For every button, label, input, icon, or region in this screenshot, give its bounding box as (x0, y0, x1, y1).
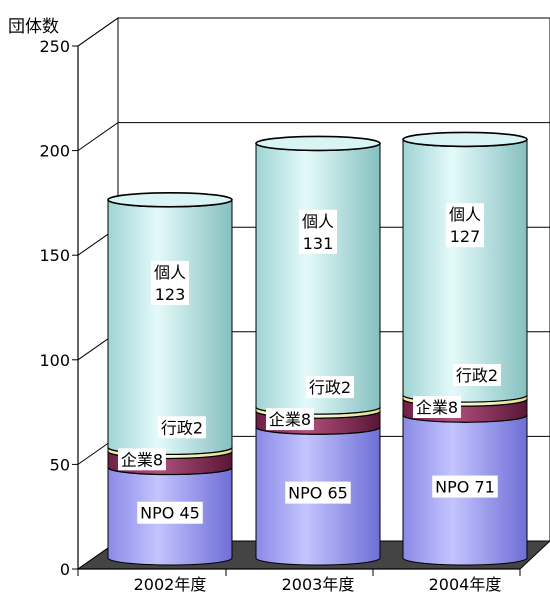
data-label: 企業8 (413, 396, 461, 419)
data-label: 企業8 (266, 408, 314, 431)
data-label-text: 企業8 (121, 450, 163, 469)
data-label-text: NPO 65 (288, 484, 348, 503)
data-label: 行政2 (453, 363, 501, 386)
y-tick-label: 0 (60, 560, 70, 579)
data-label-text: 個人 (449, 205, 481, 224)
bar-segment-個人 (402, 139, 528, 403)
bar-segment-個人 (255, 143, 381, 415)
data-label-background (158, 416, 206, 439)
bars: NPO 45 企業8 行政2 個人 123 NPO 65 企業8 行政2 個人 131 NPO 71… (107, 131, 528, 566)
data-label-text: 企業8 (269, 410, 311, 429)
data-label-background (432, 475, 498, 498)
data-label-text: NPO 45 (140, 504, 200, 523)
cylinder-3: NPO 71 企業8 行政2 個人 127 (402, 131, 528, 566)
data-label: NPO 45 (137, 501, 203, 524)
cylinder-1: NPO 45 企業8 行政2 個人 123 (107, 191, 233, 566)
data-label-background (413, 396, 461, 419)
data-label-background (299, 209, 337, 254)
cylinder-2: NPO 65 企業8 行政2 個人 131 (255, 135, 381, 566)
data-label-text: 個人 (302, 212, 334, 231)
data-label-text: 行政2 (456, 366, 498, 385)
data-label-background (118, 448, 166, 471)
gridline-side (77, 122, 119, 152)
data-label-background (446, 203, 484, 248)
data-label: NPO 65 (285, 481, 351, 504)
y-tick-label: 50 (50, 455, 70, 474)
x-axis-labels: 2002年度 2003年度 2004年度 (77, 569, 521, 594)
data-label-background (151, 260, 189, 305)
data-label-text: 127 (450, 227, 481, 246)
cylinder-top (402, 131, 528, 148)
data-label-text: 131 (303, 234, 334, 253)
data-label-text: 行政2 (161, 418, 203, 437)
data-label-background (453, 363, 501, 386)
data-label: 個人 127 (446, 203, 484, 248)
data-label: 行政2 (158, 416, 206, 439)
data-label-background (306, 376, 354, 399)
data-label-text: NPO 71 (435, 478, 495, 497)
bar-segment-個人 (107, 199, 233, 455)
data-label: NPO 71 (432, 475, 498, 498)
data-label-text: 企業8 (416, 398, 458, 417)
cylinder-top (107, 191, 233, 208)
x-tick-label: 2004年度 (429, 575, 502, 594)
gridline-side (77, 17, 119, 47)
y-axis-title: 団体数 (8, 17, 59, 37)
x-tick-label: 2002年度 (134, 575, 207, 594)
x-tick-label: 2003年度 (282, 575, 355, 594)
data-label: 個人 131 (299, 209, 337, 254)
data-label-text: 123 (155, 285, 186, 304)
data-label: 企業8 (118, 448, 166, 471)
data-label-background (285, 481, 351, 504)
y-tick-label: 150 (39, 246, 70, 265)
data-label-background (266, 408, 314, 431)
data-label-background (137, 501, 203, 524)
y-axis-ticks: 0 50 100 150 200 250 (39, 37, 78, 579)
data-label: 行政2 (306, 376, 354, 399)
cylinder-top (255, 135, 381, 152)
data-label-text: 個人 (154, 263, 186, 282)
y-tick-label: 100 (39, 351, 70, 370)
data-label-text: 行政2 (309, 378, 351, 397)
y-tick-label: 250 (39, 37, 70, 56)
y-tick-label: 200 (39, 142, 70, 161)
data-label: 個人 123 (151, 260, 189, 305)
